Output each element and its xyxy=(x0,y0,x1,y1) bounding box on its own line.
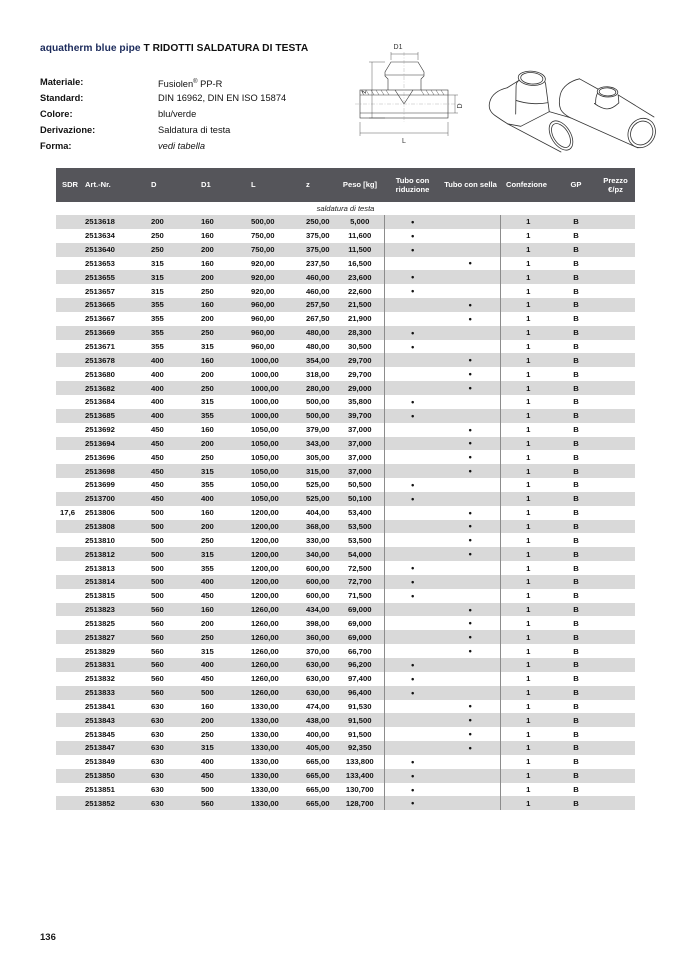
svg-text:D1: D1 xyxy=(394,44,403,51)
svg-text:D: D xyxy=(457,103,464,108)
svg-text:L: L xyxy=(402,138,406,145)
svg-text:z: z xyxy=(361,90,368,94)
